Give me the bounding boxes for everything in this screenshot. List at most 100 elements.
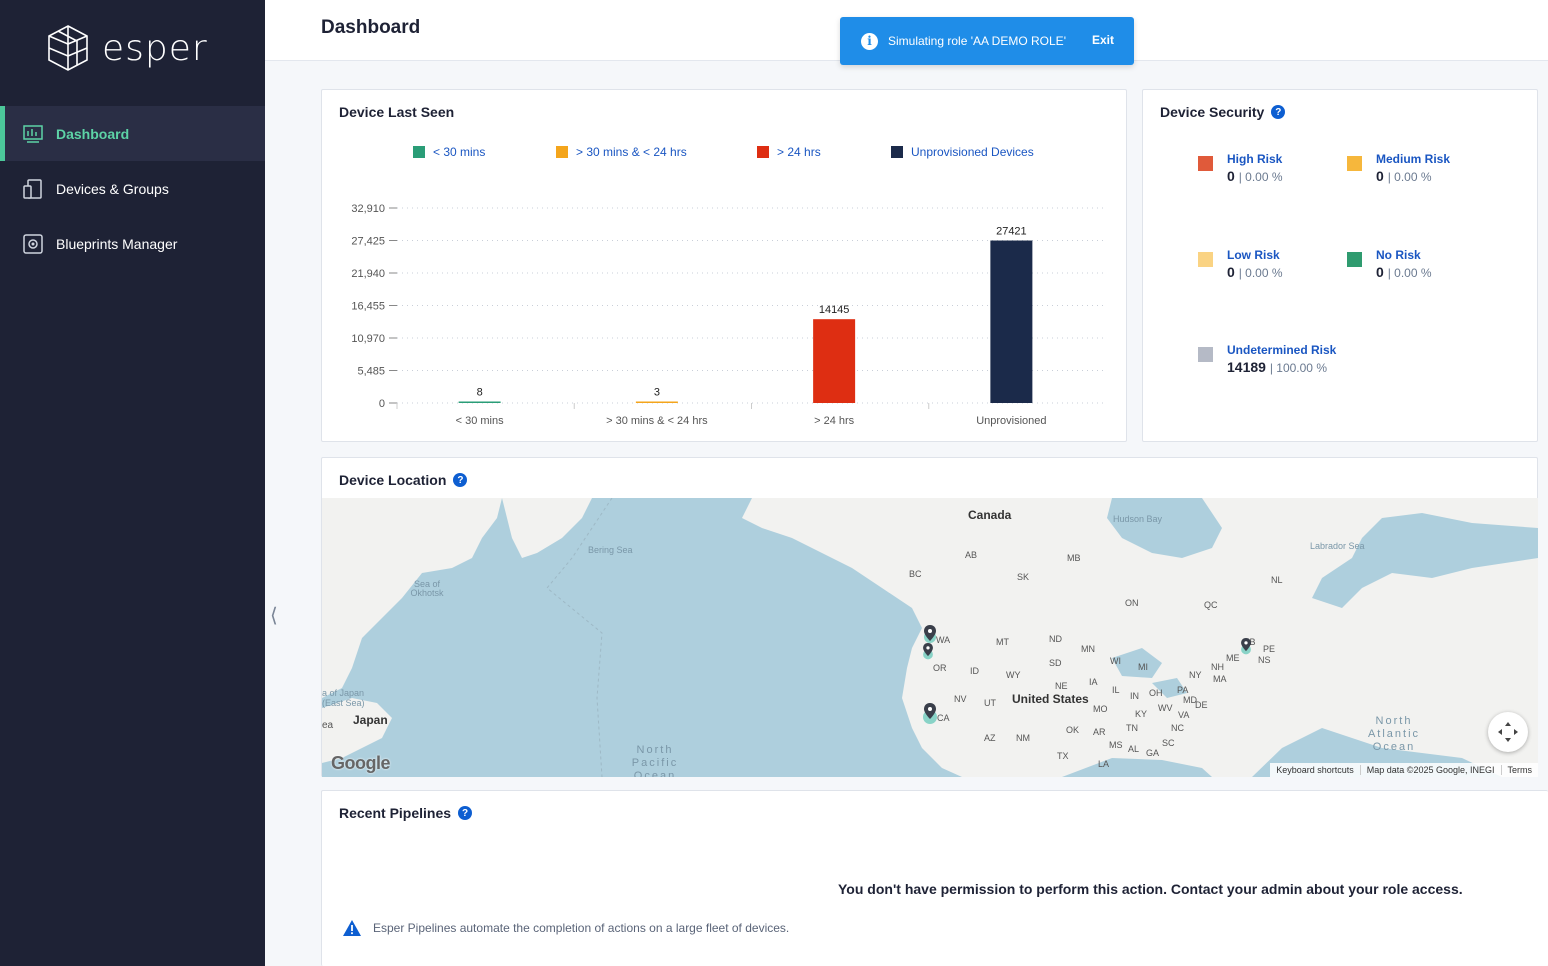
risk-swatch xyxy=(1347,252,1362,267)
risk-label: High Risk xyxy=(1227,152,1283,166)
risk-value: 14189 | 100.00 % xyxy=(1227,359,1327,375)
risk-label: Undetermined Risk xyxy=(1227,343,1337,357)
risk-count: 0 xyxy=(1227,168,1235,184)
brand-name: esper xyxy=(102,27,208,69)
map-label-state: MA xyxy=(1213,674,1227,684)
legend-label: > 24 hrs xyxy=(777,145,821,159)
help-icon[interactable]: ? xyxy=(458,806,473,820)
map-label-state: CA xyxy=(937,713,950,723)
map-label-state: PA xyxy=(1177,685,1189,695)
risk-value: 0 | 0.00 % xyxy=(1376,264,1432,280)
legend-item[interactable]: < 30 mins xyxy=(413,145,485,159)
risk-percent: | 0.00 % xyxy=(1238,170,1283,184)
dashboard-icon xyxy=(22,123,44,145)
map-label-state: NC xyxy=(1171,723,1184,733)
map-label-state: MB xyxy=(1067,553,1081,563)
map-attribution: Keyboard shortcuts Map data ©2025 Google… xyxy=(1270,763,1538,777)
sidebar-item-label: Devices & Groups xyxy=(56,180,169,197)
esper-logo[interactable]: esper xyxy=(46,24,208,72)
legend-item[interactable]: Unprovisioned Devices xyxy=(891,145,1034,159)
map-marker-icon[interactable] xyxy=(922,625,938,647)
map-marker-icon[interactable] xyxy=(921,643,935,661)
chart-bar xyxy=(990,240,1033,403)
device-location-map[interactable]: Canada United States Japan Hudson Bay La… xyxy=(322,498,1538,777)
legend-item[interactable]: > 24 hrs xyxy=(757,145,821,159)
help-icon[interactable]: ? xyxy=(1271,105,1286,119)
terms-link[interactable]: Terms xyxy=(1500,765,1539,775)
keyboard-shortcuts-link[interactable]: Keyboard shortcuts xyxy=(1276,765,1354,775)
map-label-state: SC xyxy=(1162,738,1175,748)
risk-swatch xyxy=(1347,156,1362,171)
map-label-state: TX xyxy=(1057,751,1069,761)
bar-data-label: 8 xyxy=(477,387,483,399)
risk-label: No Risk xyxy=(1376,248,1421,262)
map-label-state: MI xyxy=(1138,662,1148,672)
exit-button[interactable]: Exit xyxy=(1091,33,1114,47)
toast-message: Simulating role 'AA DEMO ROLE' xyxy=(888,34,1066,48)
legend-item[interactable]: > 30 mins & < 24 hrs xyxy=(556,145,687,159)
map-marker-icon[interactable] xyxy=(922,703,938,725)
chart-bar xyxy=(458,401,501,403)
risk-label: Low Risk xyxy=(1227,248,1280,262)
map-marker-icon[interactable] xyxy=(1239,638,1253,656)
map-label-bering-sea: Bering Sea xyxy=(588,545,633,555)
legend-label: Unprovisioned Devices xyxy=(911,145,1034,159)
help-icon[interactable]: ? xyxy=(453,473,468,487)
card-title: Device Location ? xyxy=(339,472,468,488)
risk-swatch xyxy=(1198,156,1213,171)
map-label-state: ON xyxy=(1125,598,1139,608)
sidebar-item-devices-groups[interactable]: Devices & Groups xyxy=(0,161,265,216)
map-label-state: SD xyxy=(1049,658,1062,668)
sidebar-item-dashboard[interactable]: Dashboard xyxy=(0,106,265,161)
risk-percent: | 0.00 % xyxy=(1238,266,1283,280)
y-tick-label: 21,940 xyxy=(351,268,385,280)
risk-count: 0 xyxy=(1376,168,1384,184)
map-label-state: UT xyxy=(984,698,996,708)
collapse-sidebar-icon[interactable]: ⟨ xyxy=(270,605,278,627)
risk-percent: | 0.00 % xyxy=(1387,170,1432,184)
map-label-okhotsk: Sea of Okhotsk xyxy=(410,579,444,598)
risk-count: 14189 xyxy=(1227,359,1266,375)
map-label-state: PE xyxy=(1263,644,1276,654)
map-label-state: SK xyxy=(1017,572,1030,582)
x-tick-label: > 24 hrs xyxy=(814,415,855,427)
map-label-north-atlantic: North Atlantic Ocean xyxy=(1367,715,1421,753)
sidebar-item-blueprints-manager[interactable]: Blueprints Manager xyxy=(0,216,265,271)
pipelines-info: Esper Pipelines automate the completion … xyxy=(343,920,789,936)
card-title: Device Security ? xyxy=(1160,104,1286,120)
map-label-state: AZ xyxy=(984,733,996,743)
esper-cube-icon xyxy=(48,25,88,71)
y-tick-label: 27,425 xyxy=(351,236,385,248)
map-label-state: WV xyxy=(1158,703,1173,713)
map-label-state: MT xyxy=(996,637,1009,647)
y-tick-label: 16,455 xyxy=(351,301,385,313)
legend-label: < 30 mins xyxy=(433,145,486,159)
map-label-state: IA xyxy=(1089,677,1098,687)
map-label-state: NL xyxy=(1271,575,1283,585)
map-label-state: VA xyxy=(1178,710,1190,720)
device-location-card: Device Location ? Canada United States J… xyxy=(321,457,1538,777)
y-tick-label: 10,970 xyxy=(351,333,385,345)
map-label-state: WY xyxy=(1006,670,1021,680)
card-title-text: Device Security xyxy=(1160,104,1265,120)
google-logo[interactable]: Google xyxy=(331,753,391,773)
map-label-east-sea: a of Japan (East Sea) xyxy=(322,688,365,708)
device-last-seen-chart: 0 5,485 10,970 16,455 21,940 27,425 32,910 8 < 3… xyxy=(351,203,1106,427)
pipelines-info-text: Esper Pipelines automate the completion … xyxy=(373,921,790,935)
card-title-text: Recent Pipelines xyxy=(339,805,452,821)
map-label-state: NY xyxy=(1189,670,1202,680)
risk-label: Medium Risk xyxy=(1376,152,1451,166)
map-label-state: GA xyxy=(1146,748,1160,758)
devices-icon xyxy=(22,178,44,200)
map-label-united-states: United States xyxy=(1012,692,1089,706)
risk-swatch xyxy=(1198,252,1213,267)
map-label-state: WI xyxy=(1110,656,1121,666)
map-label-labrador-sea: Labrador Sea xyxy=(1310,541,1365,551)
map-label-state: OR xyxy=(933,663,947,673)
map-label-state: WA xyxy=(936,635,951,645)
map-label-state: TN xyxy=(1126,723,1138,733)
map-label-state: AR xyxy=(1093,727,1106,737)
map-label-state: IL xyxy=(1112,685,1120,695)
map-fullscreen-button[interactable] xyxy=(1488,712,1528,752)
bar-data-label: 14145 xyxy=(819,304,850,316)
